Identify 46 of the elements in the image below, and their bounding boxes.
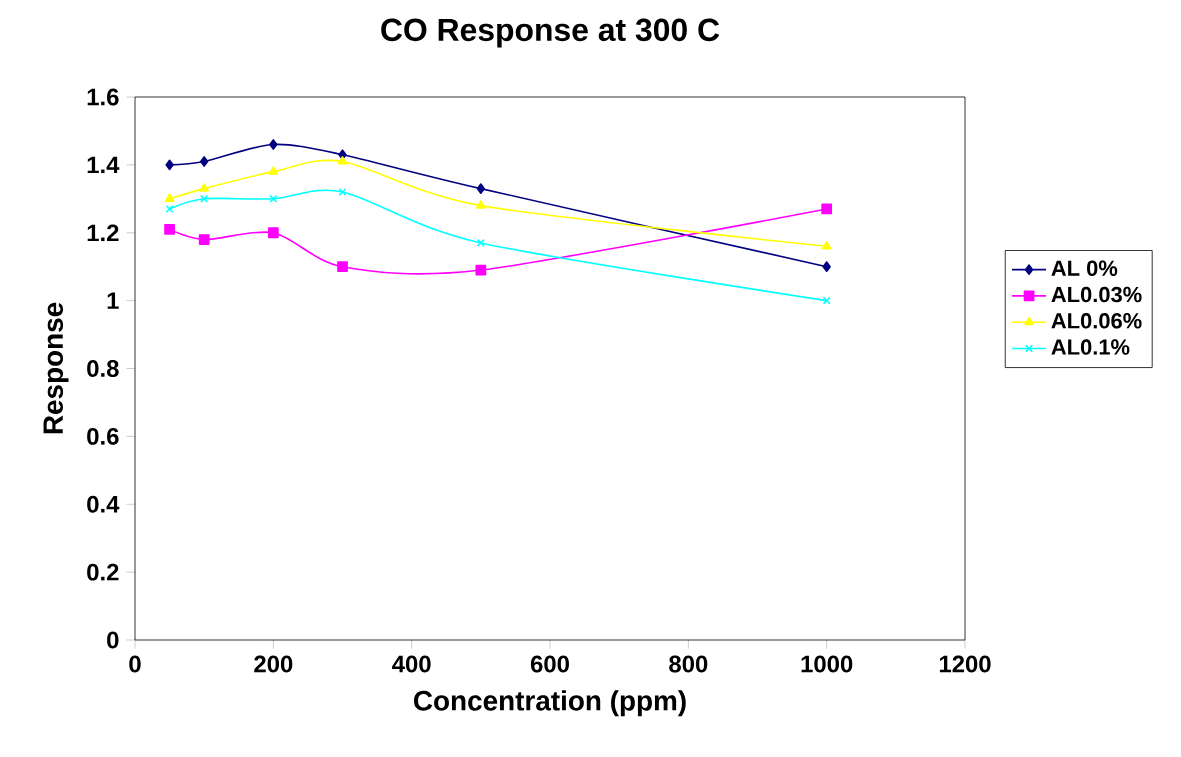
point [269,194,278,203]
point [267,227,279,239]
point [268,166,279,175]
point [476,238,485,247]
point [199,183,209,192]
point [269,139,278,150]
point [476,200,486,209]
y-tick-label: 0 [107,631,119,649]
point [200,194,209,203]
point [337,156,348,165]
point [164,223,175,235]
point [822,261,831,273]
legend-label: AL0.1% [1051,339,1130,355]
y-axis-title: Response [43,302,69,434]
y-tick-label: 1 [107,292,119,309]
x-axis-title: Concentration (ppm) [414,690,686,717]
point [821,240,832,250]
point [199,156,209,167]
point [337,261,348,273]
chart-title: CO Response at 300 C [381,18,720,48]
point [338,187,347,197]
legend-label: AL 0% [1051,260,1118,277]
y-tick-label: 0.2 [87,563,119,581]
x-tick-label: 800 [669,655,708,673]
point [821,203,833,215]
x-tick-label: 400 [392,655,431,673]
point [822,296,831,305]
point [198,234,210,245]
legend-label: AL0.03% [1051,286,1142,303]
legend-label: AL0.06% [1051,313,1142,329]
x-tick-label: 200 [254,655,293,673]
point [165,204,174,214]
point [476,183,486,195]
y-tick-label: 1.6 [87,88,119,106]
x-tick-label: 1200 [939,655,991,673]
point [165,159,174,171]
y-tick-label: 1.4 [87,156,120,174]
y-tick-label: 0.6 [87,427,119,445]
point [164,193,175,202]
y-tick-label: 0.4 [87,495,120,513]
y-tick-label: 1.2 [87,224,119,242]
y-tick-label: 0.8 [87,360,119,377]
point [475,264,487,276]
x-tick-label: 1000 [801,655,853,673]
x-tick-label: 0 [129,655,141,673]
x-tick-label: 600 [530,655,569,673]
